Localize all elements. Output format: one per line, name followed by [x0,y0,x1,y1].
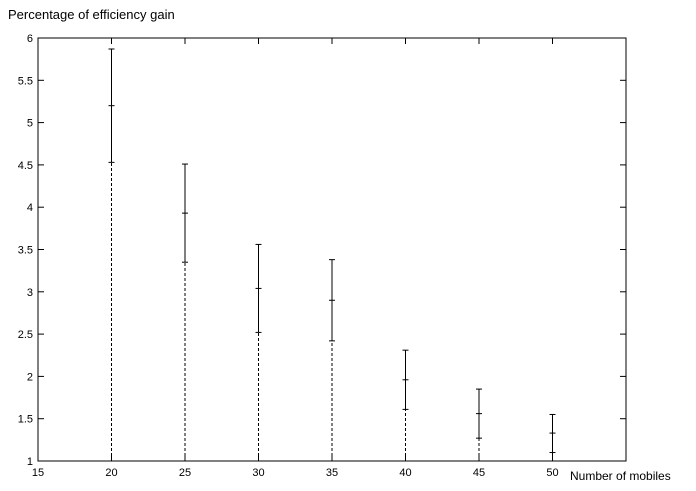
axis-ticks: 1 1.5 2 2.5 3 3.5 4 4.5 5 5.5 6 15 20 25 30 35 40 45 50 [18,33,626,479]
x-tick-label: 25 [179,467,191,479]
y-axis-label: Percentage of efficiency gain [8,7,175,22]
y-tick-label: 4.5 [18,160,33,172]
y-tick-label: 5 [27,118,33,130]
x-tick-label: 20 [105,467,117,479]
y-tick-label: 5.5 [18,75,33,87]
x-tick-label: 35 [326,467,338,479]
y-tick-label: 1 [27,456,33,468]
x-tick-label: 50 [546,467,558,479]
x-tick-label: 45 [473,467,485,479]
data-marks [108,48,556,461]
plot-frame [37,37,627,462]
y-tick-label: 2 [27,371,33,383]
x-tick-label: 30 [252,467,264,479]
y-tick-label: 2.5 [18,329,33,341]
x-tick-label: 15 [32,467,44,479]
y-tick-label: 3 [27,287,33,299]
x-tick-label: 40 [399,467,411,479]
y-tick-label: 6 [27,33,33,45]
x-axis-label: Number of mobiles [570,469,671,483]
y-tick-label: 3.5 [18,245,33,257]
y-tick-label: 1.5 [18,414,33,426]
y-tick-label: 4 [27,202,33,214]
